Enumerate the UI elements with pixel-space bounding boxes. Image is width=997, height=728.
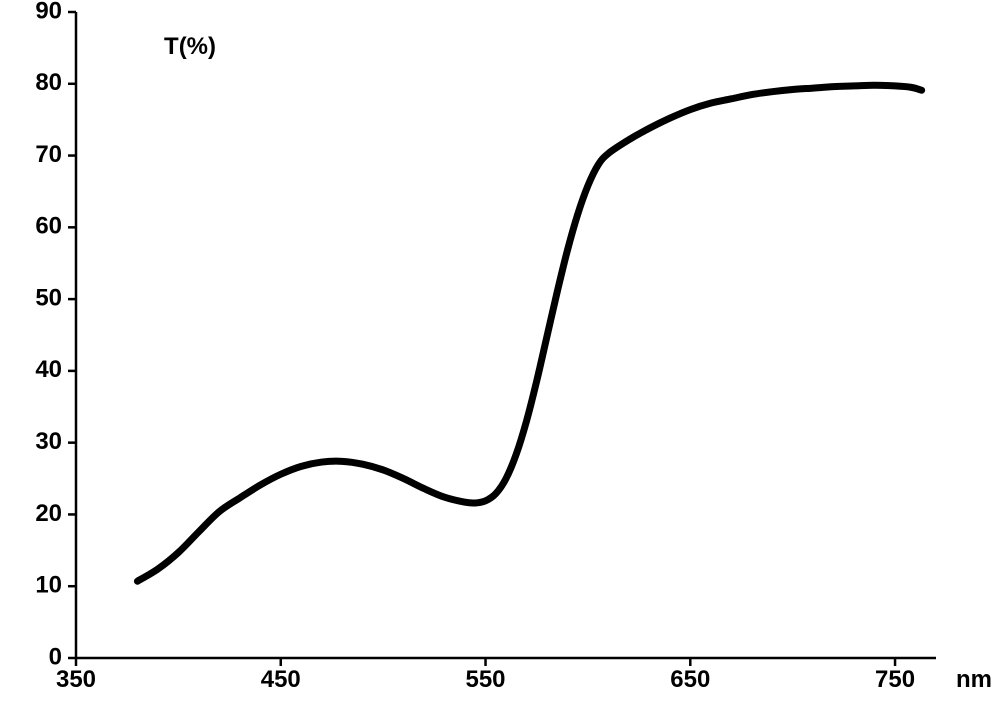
y-axis-label: T(%) — [164, 33, 216, 60]
x-tick-label: 650 — [670, 666, 710, 693]
x-tick-label: 750 — [875, 666, 915, 693]
y-tick-label: 10 — [35, 572, 62, 599]
chart-background — [0, 0, 997, 728]
y-tick-label: 20 — [35, 500, 62, 527]
transmittance-chart: 0102030405060708090350450550650750nmT(%) — [0, 0, 997, 728]
y-tick-label: 70 — [35, 141, 62, 168]
y-tick-label: 80 — [35, 69, 62, 96]
x-tick-label: 450 — [261, 666, 301, 693]
x-axis-label: nm — [956, 666, 992, 693]
y-tick-label: 50 — [35, 284, 62, 311]
chart-svg: 0102030405060708090350450550650750nmT(%) — [0, 0, 997, 728]
y-tick-label: 30 — [35, 428, 62, 455]
y-tick-label: 90 — [35, 0, 62, 24]
y-tick-label: 60 — [35, 213, 62, 240]
y-tick-label: 40 — [35, 356, 62, 383]
x-tick-label: 350 — [56, 666, 96, 693]
x-tick-label: 550 — [466, 666, 506, 693]
